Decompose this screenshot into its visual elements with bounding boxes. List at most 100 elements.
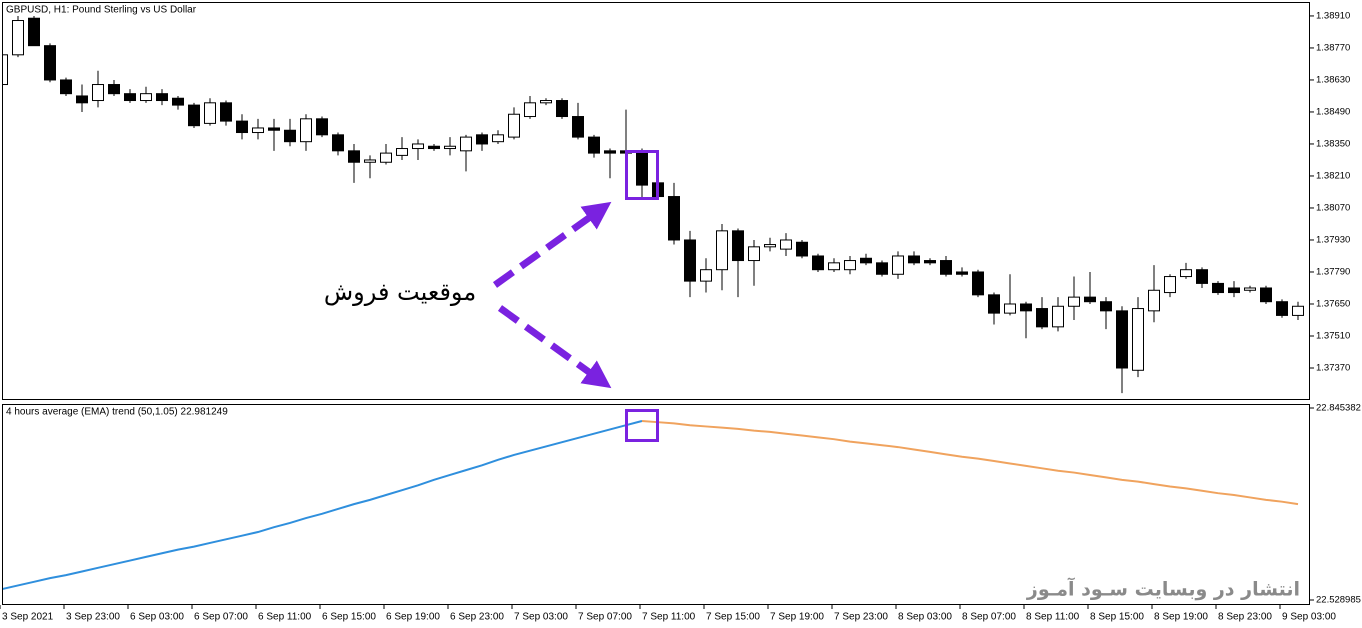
candle-body [588,136,600,154]
candle-body [956,271,968,275]
candle-body [1260,287,1272,303]
y-tick-label: 1.38770 [1316,42,1350,53]
candle-body [92,84,104,102]
arrow [497,305,612,389]
candle-body [316,118,328,136]
candle-body [988,294,1000,314]
candle-body [540,100,552,104]
candle-body [268,127,280,131]
candle-body [1148,289,1160,312]
candle-body [460,136,472,152]
indicator-title: 4 hours average (EMA) trend (50,1.05) 22… [6,407,228,418]
x-tick-label: 8 Sep 11:00 [1026,612,1080,623]
y-tick-label: 1.37510 [1316,331,1350,342]
x-tick-label: 3 Sep 23:00 [66,612,120,623]
candle-body [172,97,184,106]
candle-body [108,84,120,95]
x-tick-label: 3 Sep 2021 [2,612,54,623]
candle-body [156,93,168,102]
candle-body [76,95,88,104]
candle-body [444,145,456,150]
watermark: انتشار در وبسایت سـود آمـوز [1026,577,1300,601]
x-tick-label: 9 Sep 03:00 [1282,612,1336,623]
indicator-line [641,419,1299,506]
price-panel [2,2,1310,400]
candle-body [812,255,824,271]
candle-body [1292,305,1304,316]
x-tick-label: 6 Sep 15:00 [322,612,376,623]
candle-body [1004,303,1016,314]
y-tick-label: 1.37650 [1316,299,1350,310]
y-tick-label: 22.528985 [1316,595,1361,606]
candle-body [204,102,216,124]
candle-body [892,255,904,275]
candle-body [524,102,536,118]
x-tick-label: 7 Sep 11:00 [642,612,696,623]
candle-body [1084,296,1096,303]
candle-body [1036,308,1048,328]
candle-body [1132,308,1144,371]
candle-body [764,244,776,248]
candle-body [1100,301,1112,312]
candle-body [1180,269,1192,278]
x-tick-label: 6 Sep 23:00 [450,612,504,623]
annotation: موقعیت فروش [324,278,476,306]
candle-body [300,118,312,143]
candle-body [1228,287,1240,294]
y-tick-label: 1.37790 [1316,266,1350,277]
candle-body [12,20,24,56]
candle-body [428,145,440,150]
candle-body [748,246,760,262]
candle-body [60,79,72,95]
x-tick-label: 8 Sep 15:00 [1090,612,1144,623]
candle-body [220,102,232,122]
candle-body [332,134,344,152]
x-tick-label: 6 Sep 11:00 [258,612,312,623]
y-tick-label: 1.38350 [1316,138,1350,149]
candle-body [700,269,712,282]
indicator-panel [2,404,1310,605]
y-tick-label: 1.37370 [1316,363,1350,374]
candle-body [1212,282,1224,294]
candle-body [828,262,840,271]
indicator-lines [3,419,1299,590]
candle-body [364,159,376,163]
indicator-line [3,420,643,590]
candle-body [28,17,40,47]
candle-body [188,104,200,127]
candle-body [668,196,680,241]
x-tick-label: 6 Sep 07:00 [194,612,248,623]
candle-body [1020,303,1032,312]
x-tick-label: 8 Sep 07:00 [962,612,1016,623]
candle-body [140,93,152,102]
x-tick-label: 7 Sep 15:00 [706,612,760,623]
x-tick-label: 8 Sep 19:00 [1154,612,1208,623]
highlight-box [625,150,659,200]
candle-body [1196,269,1208,284]
candle-body [1116,310,1128,369]
y-tick-label: 1.37930 [1316,234,1350,245]
candle-body [1244,287,1256,291]
candle-body [940,260,952,275]
candle-body [860,257,872,264]
candle-body [572,116,584,138]
candle-body [1164,276,1176,294]
candle-body [492,134,504,143]
y-tick-label: 1.38210 [1316,170,1350,181]
candle-body [1068,296,1080,307]
candle-body [396,148,408,156]
candle-body [636,150,648,186]
candle-body [3,54,8,86]
candle-body [1052,305,1064,328]
candle-body [716,230,728,271]
y-tick-label: 1.38070 [1316,202,1350,213]
x-tick-label: 7 Sep 23:00 [834,612,888,623]
candle-body [1276,301,1288,316]
candle-body [380,152,392,163]
candle-body [476,134,488,145]
highlight-box [625,409,659,442]
candle-body [236,120,248,134]
candle-body [844,260,856,271]
